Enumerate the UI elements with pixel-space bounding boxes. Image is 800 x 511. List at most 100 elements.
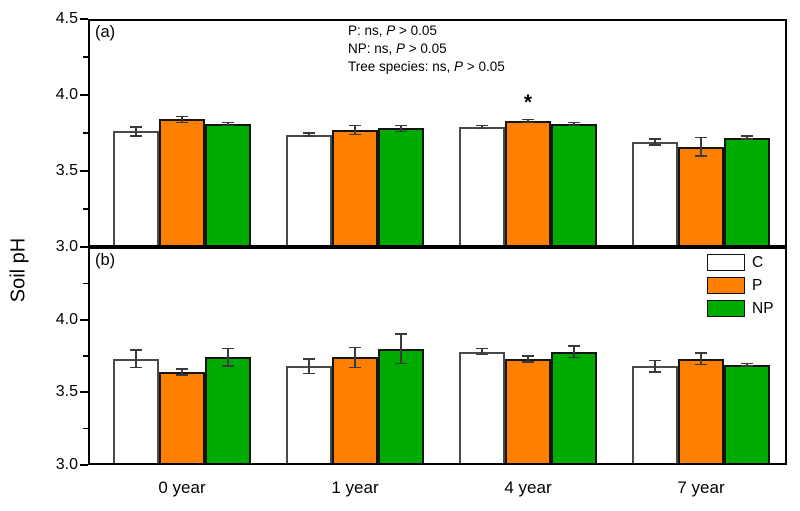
bar-b-NP-7year	[724, 364, 770, 465]
error-bar-line	[746, 136, 748, 140]
panel-a-label: (a)	[95, 23, 116, 41]
bar-a-P-1year	[332, 129, 378, 247]
y-tick-b	[80, 391, 88, 394]
error-bar-cap	[649, 359, 661, 362]
y-tick-a	[80, 18, 88, 20]
annotation-text: NP: ns,	[348, 41, 397, 56]
bar-b-P-1year	[332, 357, 378, 465]
bar-b-NP-0year	[205, 357, 251, 465]
annotation-text: > 0.05	[395, 23, 437, 38]
x-axis-label: 1 year	[331, 478, 379, 497]
y-tick-label-a: 3.5	[55, 162, 78, 179]
legend-label-p: P	[752, 277, 763, 294]
error-bar-cap	[130, 366, 142, 369]
x-axis-label: 4 year	[504, 478, 552, 497]
error-bar-cap	[395, 130, 407, 133]
error-bar-line	[181, 369, 183, 375]
error-bar-line	[654, 139, 656, 146]
bar-a-C-4year	[459, 126, 505, 247]
error-bar-line	[573, 122, 575, 126]
error-bar-cap	[476, 347, 488, 350]
bar-a-P-0year	[159, 119, 205, 247]
y-tick-b	[80, 318, 88, 321]
error-bar-cap	[303, 372, 315, 375]
y-tick-a	[80, 94, 88, 96]
bar-a-NP-0year	[205, 123, 251, 247]
error-bar-cap	[176, 115, 188, 118]
bar-b-NP-1year	[378, 348, 424, 465]
annotation-text: P: ns,	[348, 23, 387, 38]
error-bar-line	[308, 358, 310, 374]
y-tick-label-b: 4.0	[55, 310, 78, 328]
bar-b-C-0year	[113, 358, 159, 465]
annotation-line-tree-species: Tree species: ns, P > 0.05	[348, 58, 505, 76]
error-bar-line	[354, 125, 356, 135]
significance-star: *	[523, 91, 533, 115]
annotation-italic-p: P	[396, 41, 406, 56]
y-tick-minor-b	[83, 282, 88, 285]
error-bar-cap	[303, 135, 315, 137]
legend: C P NP	[707, 251, 774, 320]
error-bar-cap	[349, 346, 361, 349]
error-bar-cap	[395, 124, 407, 127]
error-bar-line	[700, 137, 702, 156]
error-bar-cap	[695, 352, 707, 354]
error-bar-cap	[695, 136, 707, 139]
error-bar-cap	[130, 135, 142, 137]
error-bar-line	[700, 353, 702, 365]
bar-b-C-4year	[459, 351, 505, 465]
bar-a-NP-7year	[724, 137, 770, 247]
annotation-line-p: P: ns, P > 0.05	[348, 22, 505, 40]
legend-item-p: P	[707, 274, 774, 297]
error-bar-cap	[222, 365, 234, 367]
stats-annotation: P: ns, P > 0.05 NP: ns, P > 0.05 Tree sp…	[348, 22, 505, 76]
annotation-text: > 0.05	[463, 59, 505, 74]
error-bar-cap	[568, 356, 580, 359]
error-bar-cap	[176, 374, 188, 376]
error-bar-cap	[568, 121, 580, 124]
error-bar-cap	[176, 121, 188, 124]
x-axis-label: 7 year	[677, 478, 725, 497]
error-bar-cap	[222, 124, 234, 127]
error-bar-cap	[476, 124, 488, 127]
error-bar-cap	[649, 144, 661, 146]
bar-b-P-0year	[159, 371, 205, 465]
error-bar-line	[527, 356, 529, 362]
error-bar-cap	[130, 126, 142, 128]
error-bar-line	[746, 363, 748, 367]
error-bar-cap	[395, 333, 407, 335]
y-tick-minor-a	[83, 56, 88, 58]
error-bar-line	[573, 345, 575, 358]
error-bar-line	[135, 126, 137, 137]
y-tick-minor-b	[83, 355, 88, 357]
error-bar-cap	[130, 349, 142, 351]
error-bar-line	[400, 125, 402, 132]
legend-swatch-c	[707, 254, 745, 271]
bar-a-C-1year	[286, 134, 332, 247]
error-bar-cap	[349, 133, 361, 136]
error-bar-cap	[349, 124, 361, 127]
error-bar-line	[308, 133, 310, 137]
error-bar-cap	[395, 362, 407, 365]
error-bar-cap	[741, 138, 753, 140]
error-bar-cap	[476, 353, 488, 356]
error-bar-line	[354, 347, 356, 368]
y-tick-label-a: 3.0	[55, 238, 78, 255]
annotation-text: Tree species: ns,	[348, 59, 455, 74]
y-tick-label-a: 4.5	[55, 10, 78, 27]
error-bar-cap	[222, 121, 234, 124]
annotation-italic-p: P	[386, 23, 396, 38]
error-bar-line	[481, 125, 483, 129]
error-bar-cap	[176, 368, 188, 370]
bar-b-P-7year	[678, 358, 724, 465]
error-bar-line	[654, 360, 656, 372]
legend-swatch-p	[707, 277, 745, 294]
legend-label-c: C	[752, 254, 764, 271]
error-bar-cap	[741, 135, 753, 137]
bar-a-P-4year	[505, 120, 551, 247]
error-bar-cap	[476, 127, 488, 130]
error-bar-line	[527, 119, 529, 123]
legend-label-np: NP	[752, 300, 774, 317]
y-tick-label-b: 3.0	[55, 456, 78, 473]
y-axis-title: Soil pH	[7, 237, 30, 303]
